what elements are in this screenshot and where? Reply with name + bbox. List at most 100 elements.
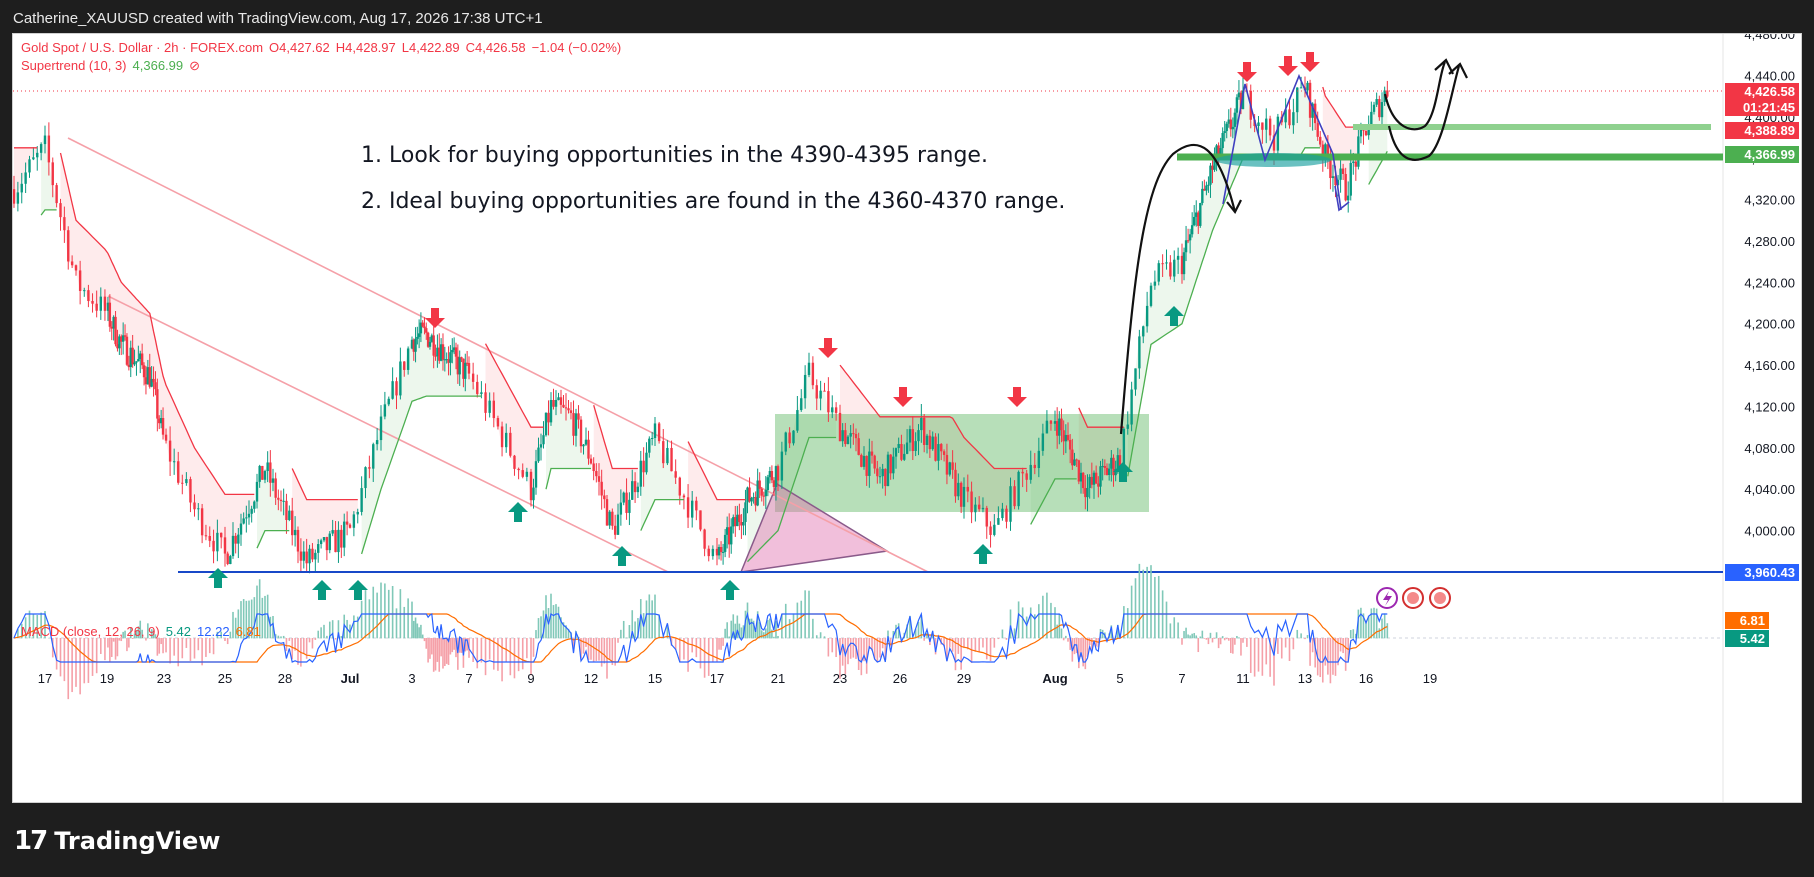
macd-histogram-bar	[777, 635, 779, 639]
price-chart[interactable]: 1. Look for buying opportunities in the …	[13, 34, 1801, 802]
macd-histogram-bar	[360, 600, 363, 639]
projection-path-2[interactable]	[1387, 65, 1461, 161]
candle-body	[337, 529, 340, 553]
macd-histogram-bar	[598, 638, 600, 661]
candle-body	[216, 532, 219, 552]
buy-arrow-icon	[720, 580, 740, 600]
candle-body	[650, 438, 654, 440]
trendline-lower[interactable]	[107, 295, 669, 573]
candle-body	[319, 540, 323, 545]
event-icons[interactable]	[1376, 587, 1451, 609]
macd-histogram-bar	[488, 638, 491, 660]
candle-body	[648, 438, 651, 453]
macd-histogram-bar	[730, 620, 733, 639]
x-tick-label: 16	[1359, 671, 1373, 686]
macd-histogram-bar	[205, 638, 207, 657]
candle-body	[509, 432, 512, 456]
candle-body	[951, 462, 954, 470]
candle-body	[981, 507, 985, 510]
macd-histogram-bar	[444, 638, 446, 667]
candle-body	[608, 511, 611, 526]
candle-body	[269, 462, 272, 483]
candle-body	[905, 442, 909, 454]
candle-body	[1021, 471, 1024, 474]
macd-histogram-bar	[1217, 638, 1220, 649]
projection-path-1[interactable]	[1383, 61, 1447, 131]
triangle-pattern[interactable]	[739, 482, 890, 573]
candle-body	[391, 381, 394, 399]
candle-body	[1326, 144, 1330, 161]
macd-histogram-bar	[447, 638, 450, 665]
candle-body	[425, 328, 428, 333]
macd-histogram-bar	[771, 629, 773, 639]
candle-body	[1013, 486, 1016, 507]
macd-histogram-bar	[699, 638, 702, 669]
macd-histogram-bar	[645, 600, 648, 639]
macd-histogram-bar	[726, 622, 728, 639]
macd-histogram-bar	[1181, 638, 1183, 645]
candle-body	[686, 497, 690, 518]
tradingview-brand[interactable]: 17 TradingView	[14, 824, 220, 858]
candle-body	[1053, 421, 1057, 424]
macd-histogram-bar	[974, 638, 977, 652]
candle-body	[1138, 336, 1141, 369]
macd-histogram-bar	[565, 625, 567, 639]
candle-body	[854, 434, 858, 439]
highlight-ellipse[interactable]	[1215, 153, 1331, 167]
trendline-upper[interactable]	[67, 137, 929, 573]
macd-histogram-bar	[368, 599, 371, 639]
candle-body	[622, 492, 625, 503]
macd-histogram-bar	[208, 638, 211, 654]
macd-histogram-bar	[592, 638, 595, 662]
candle-body	[1161, 263, 1164, 265]
x-tick-label: 21	[771, 671, 785, 686]
supertrend-fill	[60, 153, 255, 564]
candle-body	[253, 501, 256, 509]
macd-histogram-bar	[631, 610, 634, 639]
candle-body	[852, 433, 855, 435]
macd-pane[interactable]: 6.81 5.42	[13, 563, 1769, 700]
candle-body	[717, 547, 721, 556]
candle-body	[146, 367, 150, 385]
candle-body	[245, 517, 248, 519]
macd-histogram-bar	[871, 638, 873, 651]
macd-histogram-bar	[133, 633, 136, 639]
candle-body	[314, 552, 317, 560]
candle-body	[1367, 125, 1370, 136]
macd-histogram-bar	[20, 623, 23, 639]
candle-body	[439, 344, 443, 361]
candle-body	[484, 392, 487, 413]
macd-histogram-bar	[421, 634, 424, 639]
candle-body	[1153, 281, 1157, 286]
macd-histogram-bar	[455, 638, 457, 658]
macd-histogram-bar	[1344, 638, 1347, 671]
macd-histogram-bar	[193, 638, 196, 659]
legend-line-2[interactable]: Supertrend (10, 3) 4,366.99 ⊘	[21, 58, 200, 73]
candle-body	[838, 412, 842, 442]
chart-panel[interactable]: 1. Look for buying opportunities in the …	[12, 33, 1802, 803]
candle-body	[458, 357, 461, 375]
supertrend-segment	[1078, 407, 1124, 428]
candle-body	[1041, 433, 1045, 451]
x-tick-label: 3	[408, 671, 415, 686]
macd-histogram-bar	[634, 621, 636, 639]
macd-histogram-bar	[1046, 592, 1048, 639]
projection-rally-path[interactable]	[1119, 143, 1237, 435]
y-tick-label: 4,240.00	[1744, 275, 1795, 290]
candle-body	[784, 432, 787, 452]
macd-histogram-bar	[1183, 631, 1185, 639]
candle-body	[1276, 116, 1280, 151]
candle-body	[1114, 469, 1117, 476]
candle-body	[597, 476, 601, 482]
macd-histogram-bar	[1253, 638, 1256, 677]
candle-body	[1077, 460, 1081, 482]
candle-body	[1049, 420, 1053, 424]
macd-histogram-bar	[752, 620, 755, 639]
macd-histogram-bar	[1227, 638, 1230, 641]
macd-histogram-bar	[658, 615, 660, 639]
macd-histogram-bar	[1242, 638, 1244, 643]
macd-histogram-bar	[232, 611, 234, 639]
candlestick-series[interactable]	[13, 76, 1389, 574]
double-top-pattern[interactable]	[1222, 73, 1342, 211]
